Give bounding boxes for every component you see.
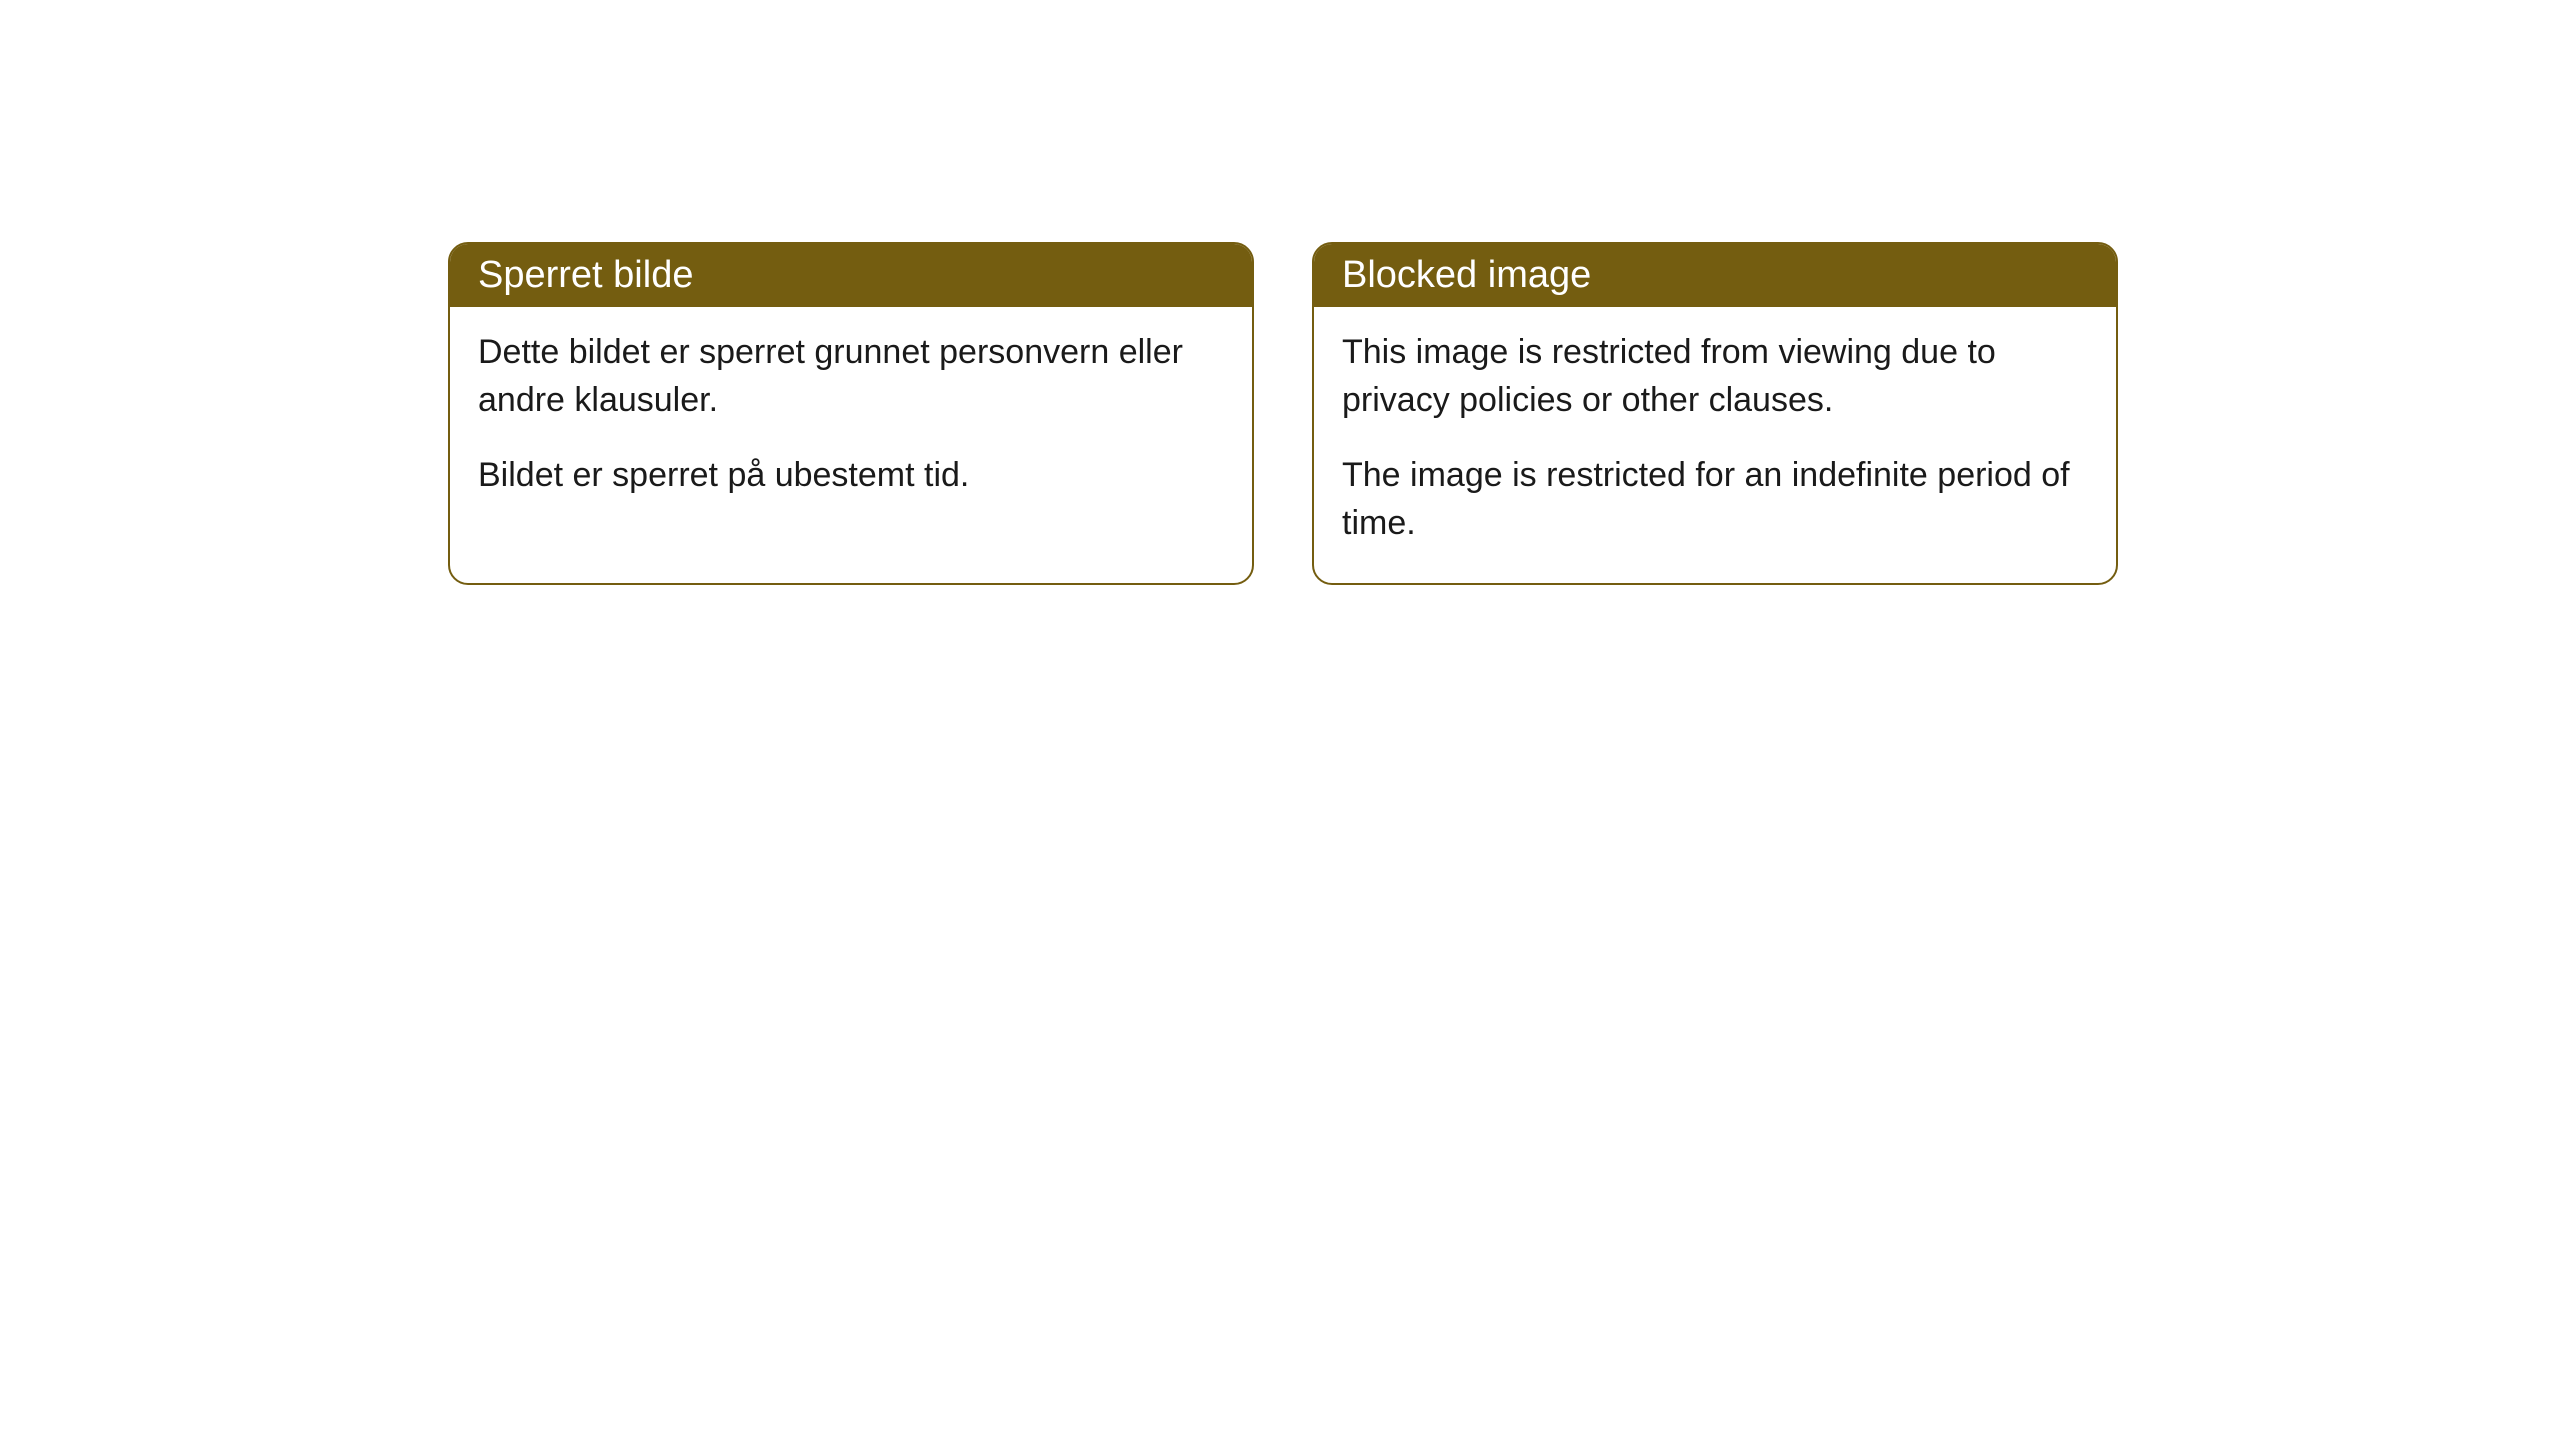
notice-card-english: Blocked image This image is restricted f… bbox=[1312, 242, 2118, 585]
card-body-english: This image is restricted from viewing du… bbox=[1314, 307, 2116, 583]
card-paragraph: Dette bildet er sperret grunnet personve… bbox=[478, 329, 1224, 424]
card-body-norwegian: Dette bildet er sperret grunnet personve… bbox=[450, 307, 1252, 536]
notice-cards-container: Sperret bilde Dette bildet er sperret gr… bbox=[448, 242, 2118, 585]
card-paragraph: The image is restricted for an indefinit… bbox=[1342, 452, 2088, 547]
card-header-norwegian: Sperret bilde bbox=[450, 244, 1252, 307]
notice-card-norwegian: Sperret bilde Dette bildet er sperret gr… bbox=[448, 242, 1254, 585]
card-title: Blocked image bbox=[1342, 254, 1591, 296]
card-paragraph: This image is restricted from viewing du… bbox=[1342, 329, 2088, 424]
card-paragraph: Bildet er sperret på ubestemt tid. bbox=[478, 452, 1224, 500]
card-header-english: Blocked image bbox=[1314, 244, 2116, 307]
card-title: Sperret bilde bbox=[478, 254, 693, 296]
